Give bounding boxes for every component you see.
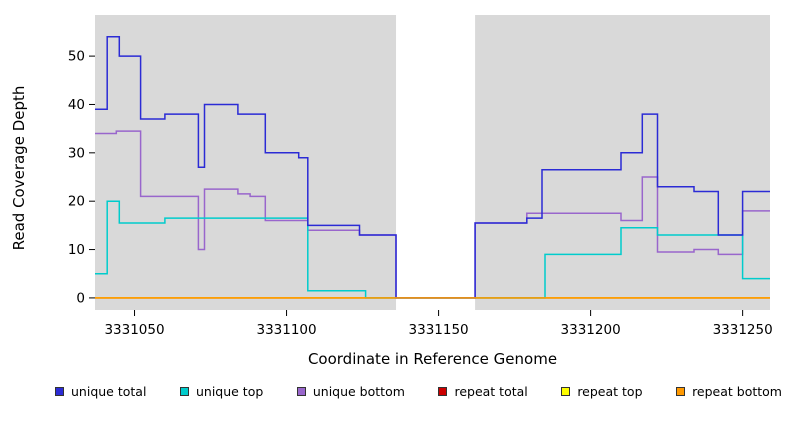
legend: unique total unique top unique bottom repea… <box>0 384 792 399</box>
y-tick-label: 30 <box>68 145 85 161</box>
series-line-unique-total <box>95 36 770 299</box>
legend-item-repeat-bottom: repeat bottom <box>676 384 782 399</box>
x-tick-label: 3331200 <box>561 322 621 338</box>
legend-swatch-icon <box>438 387 448 396</box>
legend-item-unique-bottom: unique bottom <box>296 384 405 399</box>
legend-item-repeat-total: repeat total <box>438 384 528 399</box>
legend-swatch-icon <box>561 387 571 396</box>
x-tick-label: 3331150 <box>409 322 469 338</box>
legend-swatch-icon <box>179 387 189 396</box>
y-tick-label: 20 <box>68 194 85 210</box>
legend-label: repeat top <box>577 384 643 399</box>
legend-label: unique top <box>195 384 264 399</box>
plot-area: 0 10 20 30 40 50 3331050 3331100 3331150 3331200 3… <box>68 15 773 338</box>
y-axis-label: Read Coverage Depth <box>10 86 28 251</box>
y-tick-label: 40 <box>68 97 85 113</box>
legend-label: repeat total <box>454 384 528 399</box>
y-tick-label: 50 <box>68 49 85 65</box>
legend-item-unique-total: unique total <box>55 384 146 399</box>
x-tick-label: 3331250 <box>713 322 773 338</box>
legend-item-unique-top: unique top <box>179 384 264 399</box>
legend-label: unique total <box>71 384 147 399</box>
legend-swatch-icon <box>296 387 306 396</box>
y-tick-label: 10 <box>68 242 85 258</box>
legend-item-repeat-top: repeat top <box>561 384 643 399</box>
legend-swatch-icon <box>55 387 64 396</box>
no-data-gap <box>396 15 476 310</box>
x-axis-label: Coordinate in Reference Genome <box>307 350 558 368</box>
series-line-unique-top <box>95 200 770 299</box>
legend-label: unique bottom <box>312 384 405 399</box>
y-tick-label: 0 <box>76 290 85 306</box>
legend-swatch-icon <box>676 387 686 396</box>
legend-label: repeat bottom <box>692 384 782 399</box>
x-tick-label: 3331100 <box>256 322 316 338</box>
x-tick-label: 3331050 <box>104 322 164 338</box>
coverage-chart: 0 10 20 30 40 50 3331050 3331100 3331150 3331200 3… <box>10 15 773 338</box>
